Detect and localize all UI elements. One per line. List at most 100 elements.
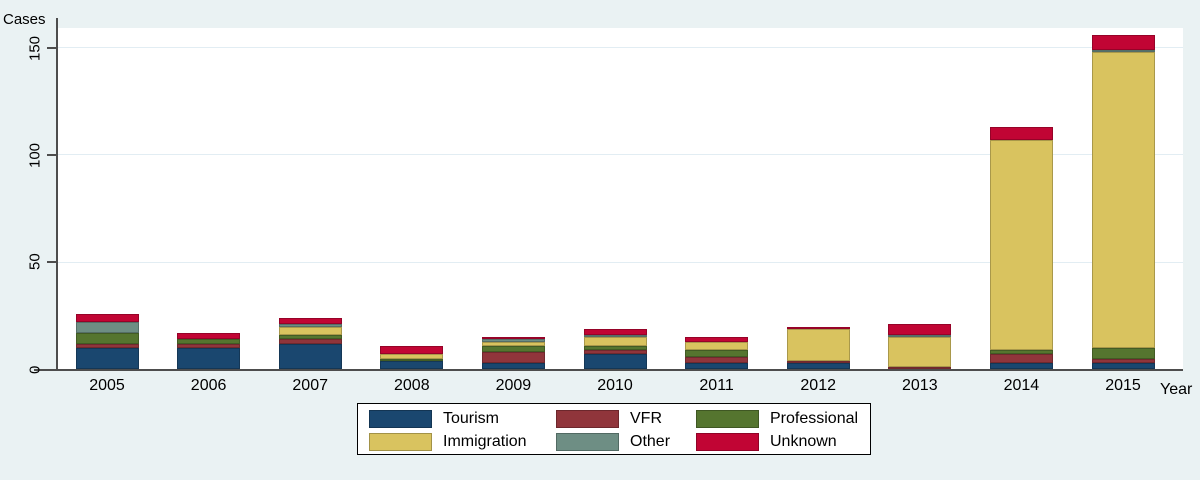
x-tick-label-2011: 2011 [699,377,734,394]
bar-segment-2015-professional [1091,348,1155,359]
bar-segment-2010-immigration [583,337,647,346]
bar-2010 [583,328,647,370]
x-tick-label-2014: 2014 [1003,377,1040,394]
bar-segment-2011-professional [685,350,749,357]
bar-segment-2009-immigration [481,341,545,346]
bar-2008 [380,345,444,370]
legend-item-other: Other [556,433,696,451]
legend-label-tourism: Tourism [443,410,500,427]
legend-swatch-unknown [696,433,759,451]
bar-segment-2015-vfr [1091,358,1155,364]
x-tick-label-2010: 2010 [597,377,633,394]
bar-2014 [989,127,1053,370]
bar-segment-2006-unknown [177,333,241,340]
x-tick-label-2005: 2005 [89,377,125,394]
bar-segment-2008-immigration [380,354,444,359]
bar-segment-2012-immigration [786,328,850,361]
x-tick-label-2012: 2012 [800,377,836,394]
bar-segment-2015-tourism [1091,363,1155,370]
bar-segment-2014-vfr [989,354,1053,364]
legend-swatch-tourism [369,410,432,428]
x-tick-label-2013: 2013 [902,377,938,394]
x-tick-label-2008: 2008 [394,377,430,394]
bar-segment-2008-professional [380,358,444,361]
bar-segment-2011-unknown [685,337,749,342]
bar-segment-2006-vfr [177,343,241,349]
y-tick-label-100: 100 [26,142,44,168]
bar-segment-2014-unknown [989,127,1053,140]
y-tick-0 [47,368,57,371]
bar-segment-2010-tourism [583,354,647,370]
bar-segment-2013-immigration [888,337,952,368]
gridline-150 [58,47,1183,49]
gridline-100 [58,154,1183,156]
bar-segment-2007-immigration [278,326,342,336]
bar-segment-2007-professional [278,335,342,340]
bar-segment-2008-unknown [380,345,444,355]
legend-label-other: Other [630,433,671,450]
bar-segment-2006-professional [177,339,241,344]
bar-segment-2009-professional [481,345,545,353]
bar-2015 [1091,34,1155,370]
bar-segment-2014-tourism [989,363,1053,370]
y-tick-100 [47,153,57,156]
x-tick-label-2006: 2006 [190,377,227,394]
bar-segment-2015-immigration [1091,51,1155,349]
bar-segment-2007-tourism [278,343,342,370]
bar-segment-2005-professional [75,333,139,344]
bar-2009 [481,337,545,370]
bar-segment-2009-other [481,339,545,342]
bar-segment-2009-tourism [481,363,545,370]
x-tick-label-2015: 2015 [1105,377,1141,394]
legend-item-professional: Professional [696,410,872,428]
bar-segment-2011-tourism [685,363,749,370]
legend-label-immigration: Immigration [443,433,527,450]
legend-label-unknown: Unknown [770,433,837,450]
bar-2005 [75,313,139,370]
gridline-50 [58,261,1183,263]
x-axis-line [34,369,1183,371]
bar-segment-2010-other [583,335,647,338]
y-axis-line [56,18,58,371]
legend-item-tourism: Tourism [369,410,556,428]
legend-item-vfr: VFR [556,410,696,428]
x-tick-label-2009: 2009 [495,377,532,394]
y-axis-title: Cases [3,11,46,28]
legend-label-vfr: VFR [630,410,662,427]
bar-segment-2015-other [1091,49,1155,52]
bar-segment-2011-vfr [685,356,749,364]
bar-2012 [786,326,850,370]
legend-item-unknown: Unknown [696,433,872,451]
bar-segment-2008-tourism [380,360,444,370]
bar-segment-2014-professional [989,350,1053,355]
bar-segment-2013-unknown [888,324,952,336]
bar-2013 [888,324,952,370]
bar-segment-2015-unknown [1091,34,1155,50]
legend-swatch-other [556,433,619,451]
bar-segment-2009-vfr [481,352,545,364]
bar-segment-2014-immigration [989,139,1053,351]
legend-item-immigration: Immigration [369,433,556,451]
legend-label-professional: Professional [770,410,859,427]
legend-swatch-immigration [369,433,432,451]
y-tick-label-0: 0 [26,365,44,374]
bar-segment-2006-tourism [177,348,241,370]
x-tick-label-2007: 2007 [292,377,328,394]
bar-2007 [278,318,342,370]
bar-segment-2007-unknown [278,318,342,325]
x-axis-title: Year [1160,381,1193,398]
legend-swatch-vfr [556,410,619,428]
bar-segment-2013-vfr [888,367,952,370]
bar-segment-2007-other [278,324,342,327]
bar-segment-2007-vfr [278,339,342,344]
bar-segment-2011-immigration [685,341,749,351]
bar-segment-2012-tourism [786,363,850,370]
bar-segment-2009-unknown [481,337,545,340]
bar-segment-2005-other [75,322,139,334]
bar-segment-2005-vfr [75,343,139,349]
bar-2011 [685,337,749,370]
bar-2006 [177,333,241,370]
legend-swatch-professional [696,410,759,428]
bar-segment-2010-professional [583,345,647,351]
